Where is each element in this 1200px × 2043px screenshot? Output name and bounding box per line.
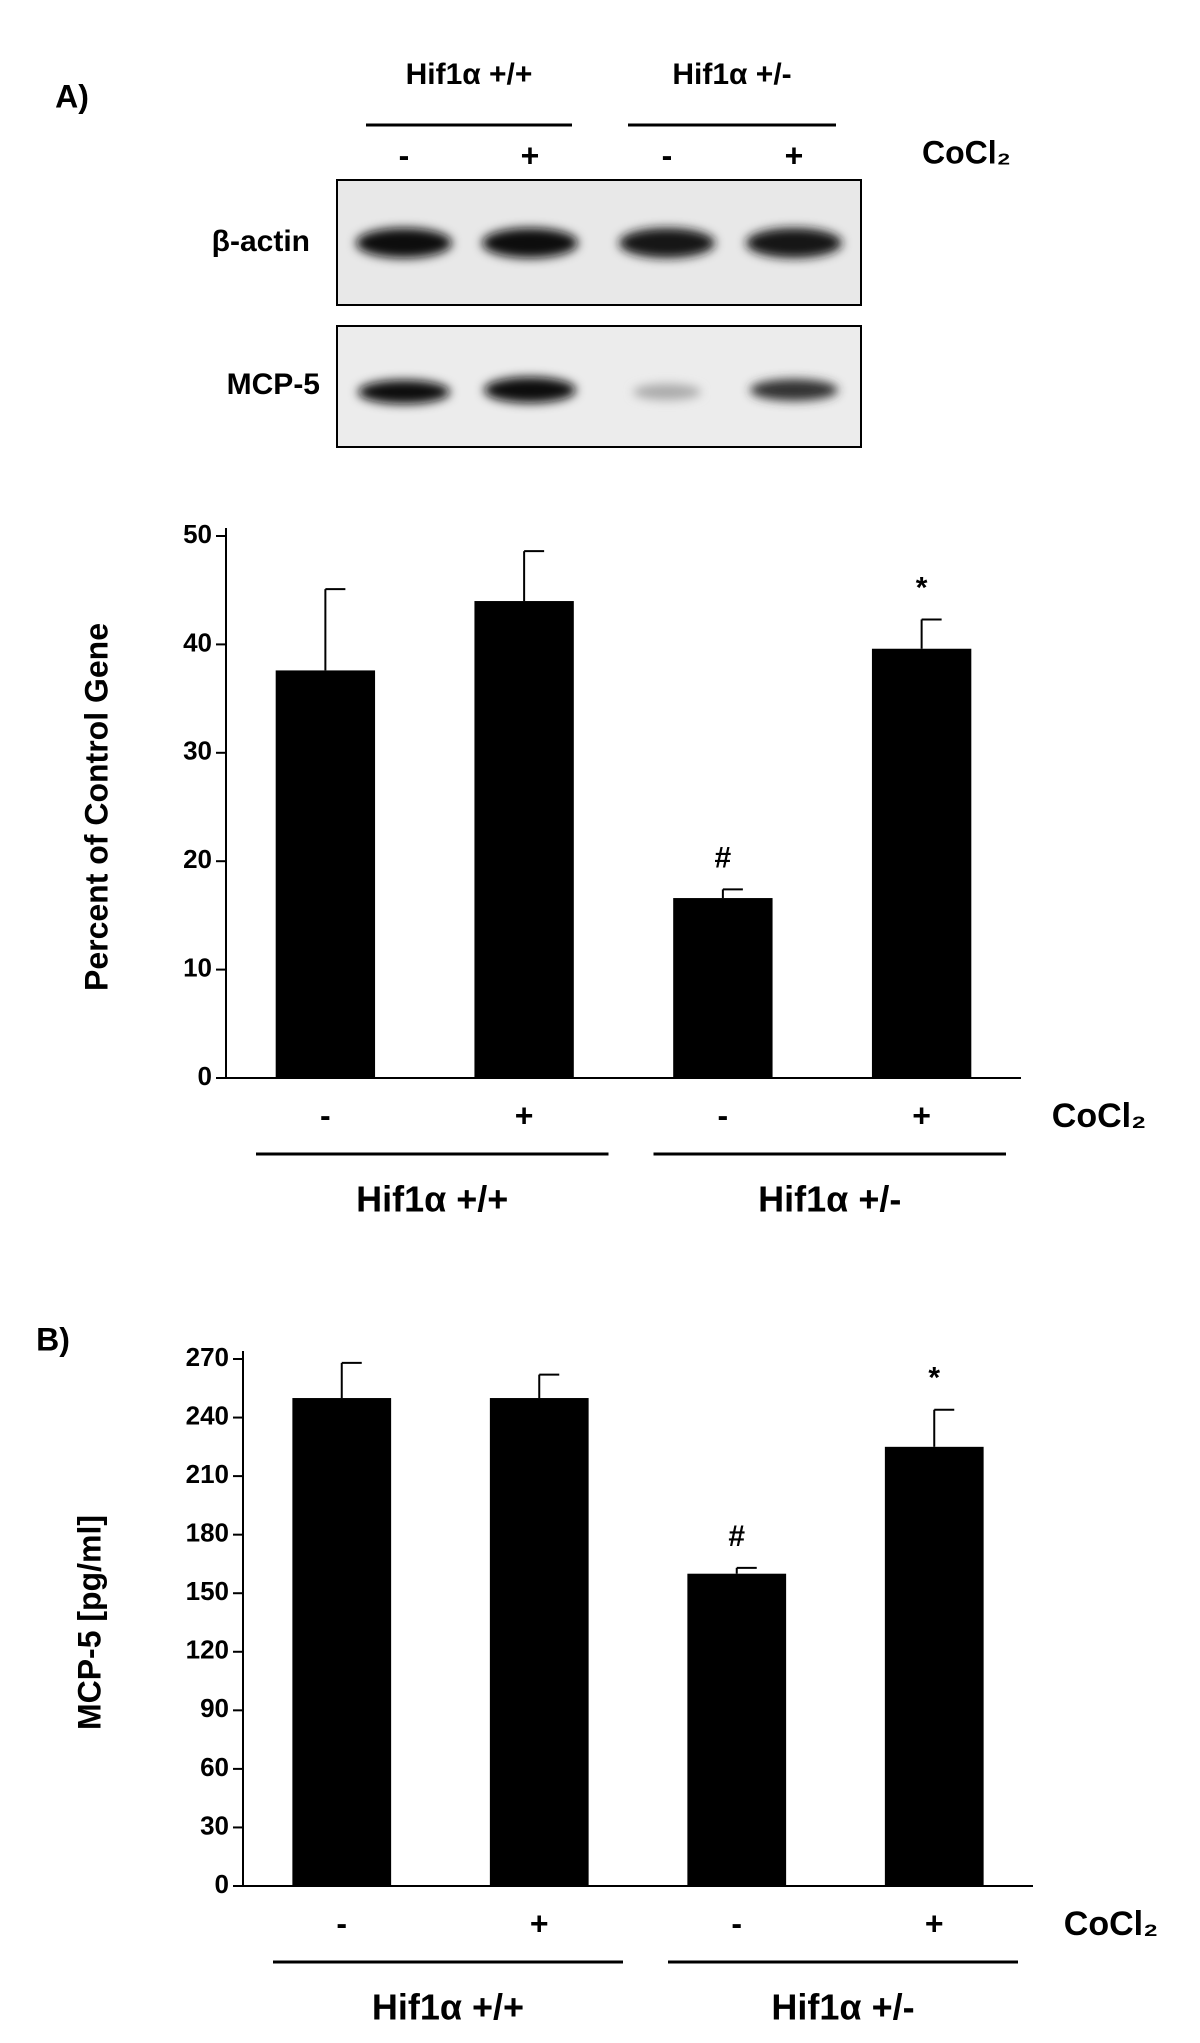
bar [673,898,773,1078]
group-label: Hif1α +/- [771,1987,914,2028]
x-tick-label: - [731,1905,742,1941]
bar [489,1398,589,1886]
group-label: Hif1α +/+ [356,1179,508,1220]
y-tick-label: 180 [186,1518,229,1548]
x-tick-label: + [515,1097,534,1133]
gel-group-label: Hif1α +/- [672,58,791,91]
lane-label: + [521,137,540,173]
lane-label: - [399,137,410,173]
bar [292,1398,392,1886]
annotation: # [715,841,732,874]
gel-group-label: Hif1α +/+ [406,58,533,91]
y-tick-label: 30 [200,1810,229,1840]
y-tick-label: 150 [186,1576,229,1606]
y-tick-label: 120 [186,1635,229,1665]
x-tick-label: - [336,1905,347,1941]
y-tick-label: 210 [186,1459,229,1489]
x-tick-label: + [530,1905,549,1941]
gel-bands [358,377,838,404]
bar [687,1573,787,1886]
y-axis-label: Percent of Control Gene [78,623,114,991]
y-axis-label: MCP-5 [pg/ml] [71,1515,107,1730]
bar [871,648,972,1078]
annotation: * [916,571,928,604]
y-tick-label: 60 [200,1752,229,1782]
y-tick-label: 0 [215,1869,229,1899]
group-label: Hif1α +/- [758,1179,901,1220]
y-tick-label: 10 [183,952,212,982]
annotation: # [728,1520,745,1553]
y-tick-label: 90 [200,1693,229,1723]
treatment-label: CoCl₂ [1064,1905,1158,1943]
y-tick-label: 270 [186,1342,229,1372]
gel-row-label: β-actin [212,225,310,258]
y-tick-label: 240 [186,1400,229,1430]
lane-label: - [662,137,673,173]
x-tick-label: - [718,1097,729,1133]
panel-label: A) [55,78,89,114]
y-tick-label: 50 [183,519,212,549]
gel-bands [356,228,842,258]
annotation: * [928,1362,940,1395]
y-tick-label: 20 [183,844,212,874]
y-tick-label: 0 [198,1061,212,1091]
gel-row-label: MCP-5 [227,368,320,401]
gel-panel: A) Hif1α +/+ Hif1α +/- - + - + CoCl₂ β-a… [55,58,1011,448]
bar [474,601,574,1078]
group-label: Hif1α +/+ [372,1987,524,2028]
y-tick-label: 30 [183,736,212,766]
bar [884,1446,984,1886]
bar [275,670,376,1078]
x-tick-label: + [925,1905,944,1941]
treatment-label: CoCl₂ [1052,1097,1146,1135]
x-tick-label: + [912,1097,931,1133]
panel-label: B) [36,1321,70,1357]
y-tick-label: 40 [183,627,212,657]
lane-label: + [785,137,804,173]
x-tick-label: - [320,1097,331,1133]
treatment-label: CoCl₂ [922,134,1011,170]
